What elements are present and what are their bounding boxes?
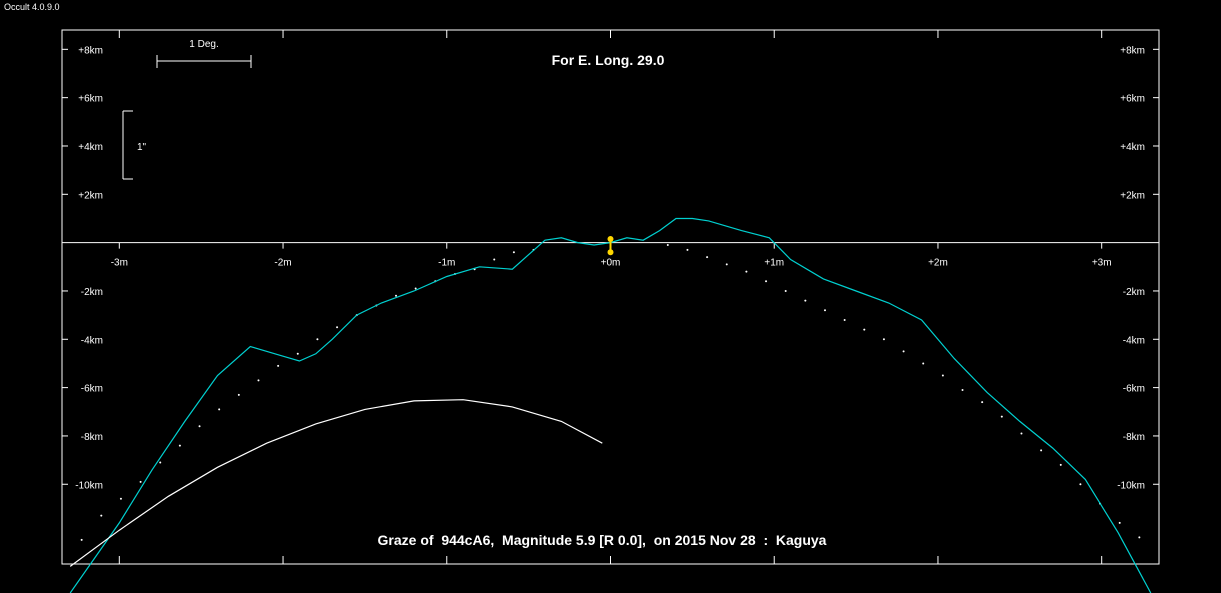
y-tick-label-left: +2km	[78, 190, 103, 201]
observer-marker	[607, 249, 614, 256]
limb-point	[922, 362, 925, 365]
y-tick-label-right: +2km	[1120, 190, 1145, 201]
y-tick-label-left: -8km	[81, 432, 103, 443]
limb-point	[1118, 521, 1121, 524]
lunar-limb-profile-line	[69, 217, 1152, 593]
limb-point	[686, 248, 689, 251]
y-tick-label-right: -2km	[1123, 287, 1145, 298]
limb-point	[336, 326, 339, 329]
x-tick-label: -2m	[274, 258, 291, 269]
limb-point	[882, 338, 885, 341]
limb-point	[981, 401, 984, 404]
limb-point	[119, 497, 122, 500]
observer-marker	[607, 236, 614, 243]
limb-point	[80, 538, 83, 541]
limb-point	[745, 270, 748, 273]
limb-point	[493, 258, 496, 261]
limb-point	[178, 444, 181, 447]
reference-curve-line	[69, 399, 603, 567]
vertical-scale-label: 1"	[137, 142, 147, 153]
vertical-scale-bar: 1"	[122, 110, 147, 180]
limb-point	[139, 480, 142, 483]
limb-point	[296, 352, 299, 355]
y-tick-label-right: +8km	[1120, 45, 1145, 56]
x-tick-label: +3m	[1092, 258, 1112, 269]
y-tick-label-left: -10km	[75, 480, 103, 491]
limb-point	[784, 289, 787, 292]
limb-point	[666, 244, 669, 247]
limb-point	[1079, 483, 1082, 486]
limb-point	[1000, 415, 1003, 418]
y-tick-label-left: -2km	[81, 287, 103, 298]
limb-point	[1059, 463, 1062, 466]
x-tick-label: -1m	[438, 258, 455, 269]
axis-ticks	[62, 30, 1159, 564]
plot-frame	[61, 29, 1160, 565]
limb-point	[100, 514, 103, 517]
axis-tick-labels: -3m -2m -1m +0m +1m +2m +3m +8km +8km +6km +6km +4k…	[75, 45, 1145, 491]
x-tick-label: -3m	[111, 258, 128, 269]
y-tick-label-left: +4km	[78, 142, 103, 153]
x-tick-label: +2m	[928, 258, 948, 269]
limb-point	[823, 309, 826, 312]
limb-point	[277, 364, 280, 367]
limb-point	[804, 299, 807, 302]
y-tick-label-right: +4km	[1120, 142, 1145, 153]
horizontal-scale-bar: 1 Deg.	[156, 39, 252, 68]
y-tick-label-left: -4km	[81, 335, 103, 346]
limb-point	[725, 263, 728, 266]
limb-point	[218, 408, 221, 411]
y-tick-label-right: -4km	[1123, 335, 1145, 346]
horizontal-scale-label: 1 Deg.	[189, 39, 218, 50]
limb-point	[843, 318, 846, 321]
limb-point	[512, 251, 515, 254]
limb-point	[941, 374, 944, 377]
limb-point	[765, 280, 768, 283]
limb-point	[1020, 432, 1023, 435]
x-tick-label: +0m	[601, 258, 621, 269]
limb-point	[414, 287, 417, 290]
y-tick-label-right: +6km	[1120, 94, 1145, 105]
limb-point	[237, 393, 240, 396]
limb-point	[198, 425, 201, 428]
limb-point	[1138, 536, 1141, 539]
y-tick-label-right: -10km	[1117, 480, 1145, 491]
y-tick-label-left: +6km	[78, 94, 103, 105]
app-title: Occult 4.0.9.0	[4, 2, 60, 12]
limb-point	[961, 389, 964, 392]
limb-point	[1040, 449, 1043, 452]
limb-point	[395, 294, 398, 297]
y-tick-label-right: -6km	[1123, 384, 1145, 395]
y-tick-label-left: +8km	[78, 45, 103, 56]
y-tick-label-left: -6km	[81, 384, 103, 395]
series-layer	[69, 217, 1152, 593]
x-tick-label: +1m	[764, 258, 784, 269]
chart-title: For E. Long. 29.0	[552, 52, 665, 68]
limb-point	[902, 350, 905, 353]
chart-subtitle: Graze of 944cA6, Magnitude 5.9 [R 0.0], …	[378, 532, 827, 548]
limb-point	[316, 338, 319, 341]
limb-point	[863, 328, 866, 331]
y-tick-label-right: -8km	[1123, 432, 1145, 443]
limb-point	[159, 461, 162, 464]
limb-point	[706, 256, 709, 259]
limb-point	[257, 379, 260, 382]
